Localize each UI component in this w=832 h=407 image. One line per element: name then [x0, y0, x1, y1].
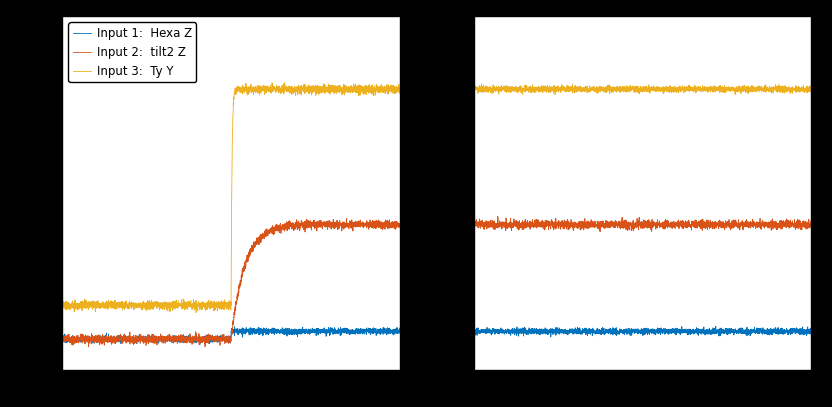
- Input 2:  tilt2 Z: (1.28e+03, -0.00401): tilt2 Z: (1.28e+03, -0.00401): [201, 339, 211, 344]
- Input 2:  tilt2 Z: (1.27e+03, -0.0146): tilt2 Z: (1.27e+03, -0.0146): [200, 344, 210, 349]
- Input 1:  Hexa Z: (2.94e+03, 0.00823): Hexa Z: (2.94e+03, 0.00823): [389, 333, 399, 337]
- Input 3:  Ty Y: (342, 0.0687): Ty Y: (342, 0.0687): [96, 301, 106, 306]
- Input 2:  tilt2 Z: (2.53e+03, 0.232): tilt2 Z: (2.53e+03, 0.232): [341, 216, 351, 221]
- Text: Displacement [m]: Displacement [m]: [422, 147, 435, 260]
- Input 3:  Ty Y: (3e+03, 0.477): Ty Y: (3e+03, 0.477): [394, 88, 404, 93]
- Input 2:  tilt2 Z: (520, 0.00459): tilt2 Z: (520, 0.00459): [116, 334, 126, 339]
- Input 3:  Ty Y: (1.15e+03, 0.0651): Ty Y: (1.15e+03, 0.0651): [186, 303, 196, 308]
- Input 1:  Hexa Z: (1.28e+03, -3.17e-05): Hexa Z: (1.28e+03, -3.17e-05): [201, 337, 211, 341]
- Line: Input 3:  Ty Y: Input 3: Ty Y: [62, 83, 399, 313]
- Input 1:  Hexa Z: (1.15e+03, -0.00329): Hexa Z: (1.15e+03, -0.00329): [186, 338, 196, 343]
- Input 3:  Ty Y: (2.94e+03, 0.487): Ty Y: (2.94e+03, 0.487): [389, 83, 399, 88]
- Input 2:  tilt2 Z: (2.62e+03, 0.224): tilt2 Z: (2.62e+03, 0.224): [352, 220, 362, 225]
- Input 2:  tilt2 Z: (1.15e+03, -0.00589): tilt2 Z: (1.15e+03, -0.00589): [186, 340, 196, 345]
- Input 2:  tilt2 Z: (3e+03, 0.22): tilt2 Z: (3e+03, 0.22): [394, 222, 404, 227]
- Input 1:  Hexa Z: (342, -0.00272): Hexa Z: (342, -0.00272): [96, 338, 106, 343]
- Input 1:  Hexa Z: (2.62e+03, 0.0115): Hexa Z: (2.62e+03, 0.0115): [352, 331, 362, 336]
- Input 1:  Hexa Z: (1.22e+03, -0.0102): Hexa Z: (1.22e+03, -0.0102): [195, 342, 205, 347]
- Input 3:  Ty Y: (0, 0.0692): Ty Y: (0, 0.0692): [57, 301, 67, 306]
- Input 3:  Ty Y: (2.62e+03, 0.486): Ty Y: (2.62e+03, 0.486): [352, 84, 362, 89]
- Legend: Input 1:  Hexa Z, Input 2:  tilt2 Z, Input 3:  Ty Y: Input 1: Hexa Z, Input 2: tilt2 Z, Input…: [68, 22, 196, 83]
- Input 1:  Hexa Z: (3e+03, 0.021): Hexa Z: (3e+03, 0.021): [394, 326, 404, 330]
- Input 3:  Ty Y: (1.98e+03, 0.493): Ty Y: (1.98e+03, 0.493): [280, 80, 290, 85]
- Input 3:  Ty Y: (520, 0.064): Ty Y: (520, 0.064): [116, 303, 126, 308]
- Input 3:  Ty Y: (1.19e+03, 0.0511): Ty Y: (1.19e+03, 0.0511): [191, 310, 201, 315]
- Input 1:  Hexa Z: (520, -0.00375): Hexa Z: (520, -0.00375): [116, 339, 126, 344]
- Input 2:  tilt2 Z: (0, 0.00207): tilt2 Z: (0, 0.00207): [57, 336, 67, 341]
- Input 2:  tilt2 Z: (2.94e+03, 0.224): tilt2 Z: (2.94e+03, 0.224): [389, 220, 399, 225]
- Line: Input 2:  tilt2 Z: Input 2: tilt2 Z: [62, 219, 399, 347]
- Input 2:  tilt2 Z: (342, -0.0039): tilt2 Z: (342, -0.0039): [96, 339, 106, 344]
- Input 3:  Ty Y: (1.28e+03, 0.0642): Ty Y: (1.28e+03, 0.0642): [201, 303, 211, 308]
- Input 1:  Hexa Z: (1.53e+03, 0.0239): Hexa Z: (1.53e+03, 0.0239): [230, 324, 240, 329]
- Line: Input 1:  Hexa Z: Input 1: Hexa Z: [62, 327, 399, 344]
- Input 1:  Hexa Z: (0, -0.000614): Hexa Z: (0, -0.000614): [57, 337, 67, 342]
